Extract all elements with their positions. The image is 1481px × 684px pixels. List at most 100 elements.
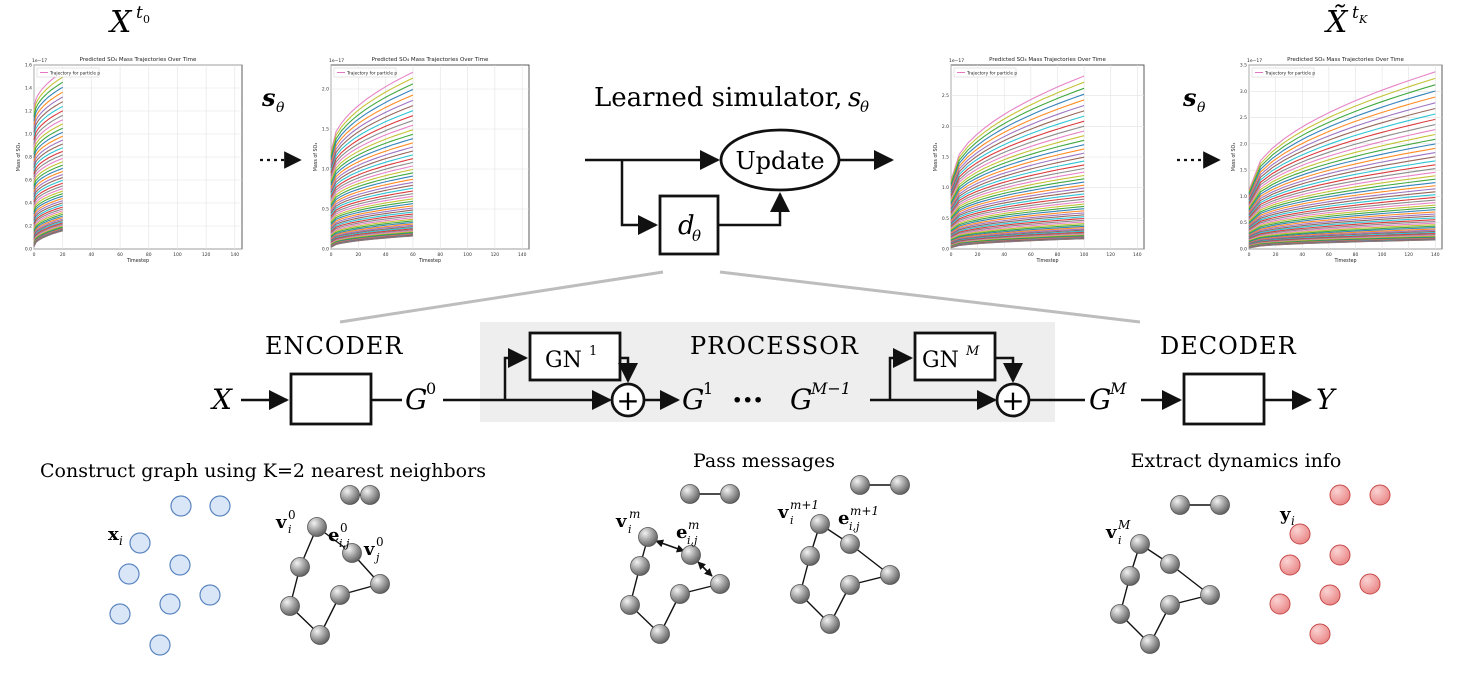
graph-node [681,545,701,565]
chart-series-line [330,110,414,171]
chart-series-line [950,93,1085,187]
chart-series-line [330,232,413,246]
gn1-to-plus-arrow [618,356,638,383]
chart-series-line [330,184,413,214]
chart-series-line [1248,138,1436,210]
gnM-box [913,331,997,382]
v-im-sub: i [628,523,632,536]
chart-ylabel: Mass of SO₄ [313,143,319,172]
chart-xtick-label: 20 [1273,252,1279,258]
chart-series-line [950,201,1085,229]
chart-ytick-label: 0.4 [25,201,32,207]
chart-series-line [33,226,63,244]
chart-series-line [33,167,63,190]
chart-series-line [950,232,1085,246]
chart-series-line [33,174,63,195]
chart-series-line [1248,77,1436,193]
chart-series-line [1248,225,1436,242]
chart-series-line [330,150,414,193]
chart-ytick-label: 2.0 [942,124,949,130]
chart-series-line [330,195,413,221]
output-point [1309,623,1331,645]
chart-ytick-label: 1.6 [25,63,32,69]
chart-ytick-label: 0.6 [25,178,32,184]
chart-series-line [1248,230,1436,245]
chart-series-line [330,203,413,225]
chart-series-line [33,176,63,198]
chart-series-line [950,214,1085,236]
chart-series-line [33,157,63,181]
graph-node [370,574,390,594]
chart-series-line [950,87,1085,185]
e-ijm-symbol: e [676,522,687,543]
chart-series-line [33,96,63,129]
graph-node [1210,495,1230,515]
gm1-sup: M−1 [810,379,851,398]
chart-series-line [1248,133,1436,209]
v-i0-symbol: v [275,512,287,533]
raw-points-panel: x i [108,495,231,656]
chart-series-line [330,227,413,242]
chart-series-line [950,227,1085,243]
chart-series-line [33,212,63,230]
learned-simulator: Learned simulator, s θ Update d θ [585,83,894,256]
graph-node [710,574,730,594]
chart-series-line [330,209,413,230]
chart-series-line [950,152,1085,208]
to-gnM-arrow [888,348,913,400]
chart-series-line [33,161,63,184]
gn1-sup: 1 [589,344,597,359]
chart-series-line [950,160,1085,212]
chart-series-line [330,231,413,245]
graph-node [790,584,810,604]
zoom-connector-left [339,270,664,324]
chart-ytick-label: 1.0 [25,132,32,138]
graph-node [720,484,740,504]
graph-node [342,543,362,563]
graph-node [1170,495,1190,515]
chart-series-line [33,202,63,221]
simulator-symbol-sub: θ [860,98,869,116]
chart-series-line [950,221,1085,239]
chart-legend-box [333,67,397,78]
chart-ytick-label: 0.5 [322,207,329,213]
chart-series-line [1248,71,1436,191]
step-1: s θ [260,83,302,169]
chart-series-line [1248,113,1436,202]
zoom-connector-right [719,270,1141,324]
chart-series-line [330,198,413,222]
chart-series-line [950,104,1085,191]
chart-title: Predicted SO₄ Mass Trajectories Over Tim… [372,57,489,63]
raw-point [170,495,192,517]
d-to-update-arrow [718,192,790,227]
graph-node [340,485,360,505]
v-im-symbol: v [615,511,627,532]
e-ij0-sub: i,j [339,537,350,550]
chart-series-line [33,86,63,122]
chart-xtick-label: 40 [89,252,95,258]
chart-series-line [330,211,413,231]
e-ij0-sup: 0 [340,521,348,535]
chart-xtick-label: 0 [950,252,953,258]
chart-legend-label: Trajectory for particle p [1264,70,1315,76]
d-theta-symbol: d [678,211,695,241]
chart-series-line [950,139,1085,203]
chart-scale-note: 1e−17 [329,58,344,64]
output-point [1279,554,1301,576]
chart-series-line [330,124,414,179]
chart-series-line [950,144,1085,205]
chart-series-line [950,81,1085,183]
chart-legend-box [36,67,100,78]
chart-series-line [950,216,1085,237]
processor-title: PROCESSOR [690,332,859,360]
encoder-title: ENCODER [265,332,403,360]
chart-series-line [330,178,413,210]
decoder-box [1182,372,1266,426]
chart-series-line [1248,191,1436,228]
g0-sup: 0 [426,379,436,398]
graph-node [670,584,690,604]
v-im-sup: m [629,507,640,521]
chart-xtick-label: 0 [33,252,36,258]
chart-xtick-label: 40 [1001,252,1007,258]
gM-symbol: G [1089,383,1111,416]
